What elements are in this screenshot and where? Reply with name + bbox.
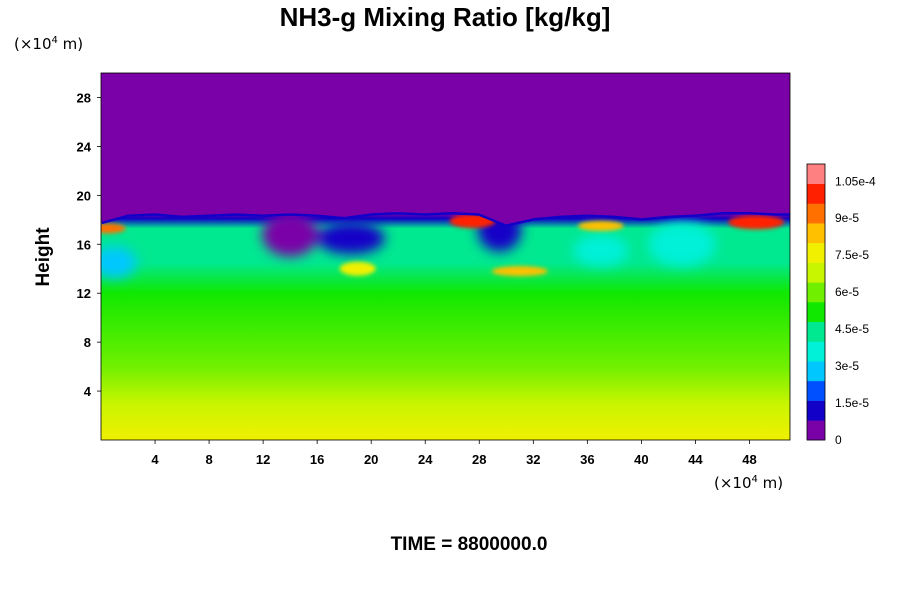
colorbar-ticks: 0 1.5e-5 3e-5 4.5e-5 6e-5 7.5e-5 9e-5 1.05e-4 xyxy=(835,174,876,447)
colorbar-tick-label: 7.5e-5 xyxy=(835,248,869,262)
y-axis-label: Height xyxy=(33,227,54,287)
y-axis-unit: (×104 m) xyxy=(14,35,83,53)
x-axis-ticks: 4 8 12 16 20 24 28 32 36 40 44 48 xyxy=(151,440,757,467)
colorbar-swatch xyxy=(807,341,825,362)
plot-frame xyxy=(100,72,791,441)
field-blobs xyxy=(101,207,785,279)
y-tick-label: 24 xyxy=(77,139,92,154)
colorbar: 0 1.5e-5 3e-5 4.5e-5 6e-5 7.5e-5 9e-5 1.05e-4 xyxy=(806,163,876,447)
colorbar-frame xyxy=(806,163,826,441)
colorbar-swatch xyxy=(807,223,825,244)
x-tick-label: 16 xyxy=(310,452,324,467)
colorbar-swatch xyxy=(807,183,825,204)
colorbar-tick-label: 4.5e-5 xyxy=(835,322,869,336)
x-tick-label: 4 xyxy=(151,452,159,467)
y-tick-label: 4 xyxy=(84,384,92,399)
colorbar-swatch xyxy=(807,361,825,382)
x-axis-unit: (×104 m) xyxy=(714,474,783,492)
colorbar-swatch xyxy=(807,262,825,283)
depleted-pocket xyxy=(572,234,629,267)
colorbar-swatch xyxy=(807,242,825,263)
colorbar-swatch xyxy=(807,420,825,441)
colorbar-swatch xyxy=(807,282,825,303)
colorbar-swatch xyxy=(807,400,825,421)
enriched-pocket xyxy=(491,266,548,277)
depleted-pocket xyxy=(262,212,319,257)
colorbar-tick-label: 1.05e-4 xyxy=(835,174,876,188)
x-tick-label: 8 xyxy=(205,452,212,467)
x-tick-label: 48 xyxy=(742,452,756,467)
depleted-pocket xyxy=(101,246,137,279)
y-tick-label: 12 xyxy=(77,286,91,301)
upper-layer xyxy=(101,73,790,223)
time-label: TIME = 8800000.0 xyxy=(391,534,548,555)
y-tick-label: 8 xyxy=(84,335,91,350)
enriched-pocket xyxy=(577,220,624,231)
colorbar-tick-label: 1.5e-5 xyxy=(835,396,869,410)
colorbar-tick-label: 9e-5 xyxy=(835,211,859,225)
colorbar-swatch xyxy=(807,203,825,224)
enriched-pocket xyxy=(339,261,376,276)
enriched-pocket xyxy=(728,215,785,230)
colorbar-swatch xyxy=(807,302,825,323)
depleted-pocket xyxy=(316,222,385,255)
y-tick-label: 28 xyxy=(77,90,91,105)
interface-layer xyxy=(101,73,790,227)
colorbar-tick-label: 6e-5 xyxy=(835,285,859,299)
x-tick-label: 24 xyxy=(418,452,433,467)
x-tick-label: 28 xyxy=(472,452,486,467)
plot-area xyxy=(101,73,790,440)
x-tick-label: 12 xyxy=(256,452,270,467)
colorbar-swatch xyxy=(807,321,825,342)
colorbar-swatches xyxy=(807,164,825,441)
enriched-pocket xyxy=(101,223,126,234)
x-tick-label: 20 xyxy=(364,452,378,467)
y-tick-label: 16 xyxy=(77,237,91,252)
depleted-pocket xyxy=(647,222,716,267)
x-tick-label: 36 xyxy=(580,452,594,467)
y-axis-ticks: 4 8 12 16 20 24 28 xyxy=(77,90,101,399)
colorbar-tick-label: 0 xyxy=(835,433,842,447)
y-tick-label: 20 xyxy=(77,188,91,203)
colorbar-tick-label: 3e-5 xyxy=(835,359,859,373)
chart-title: NH3-g Mixing Ratio [kg/kg] xyxy=(280,2,611,32)
colorbar-swatch xyxy=(807,164,825,185)
x-tick-label: 44 xyxy=(688,452,703,467)
x-tick-label: 40 xyxy=(634,452,648,467)
x-tick-label: 32 xyxy=(526,452,540,467)
colorbar-swatch xyxy=(807,380,825,401)
